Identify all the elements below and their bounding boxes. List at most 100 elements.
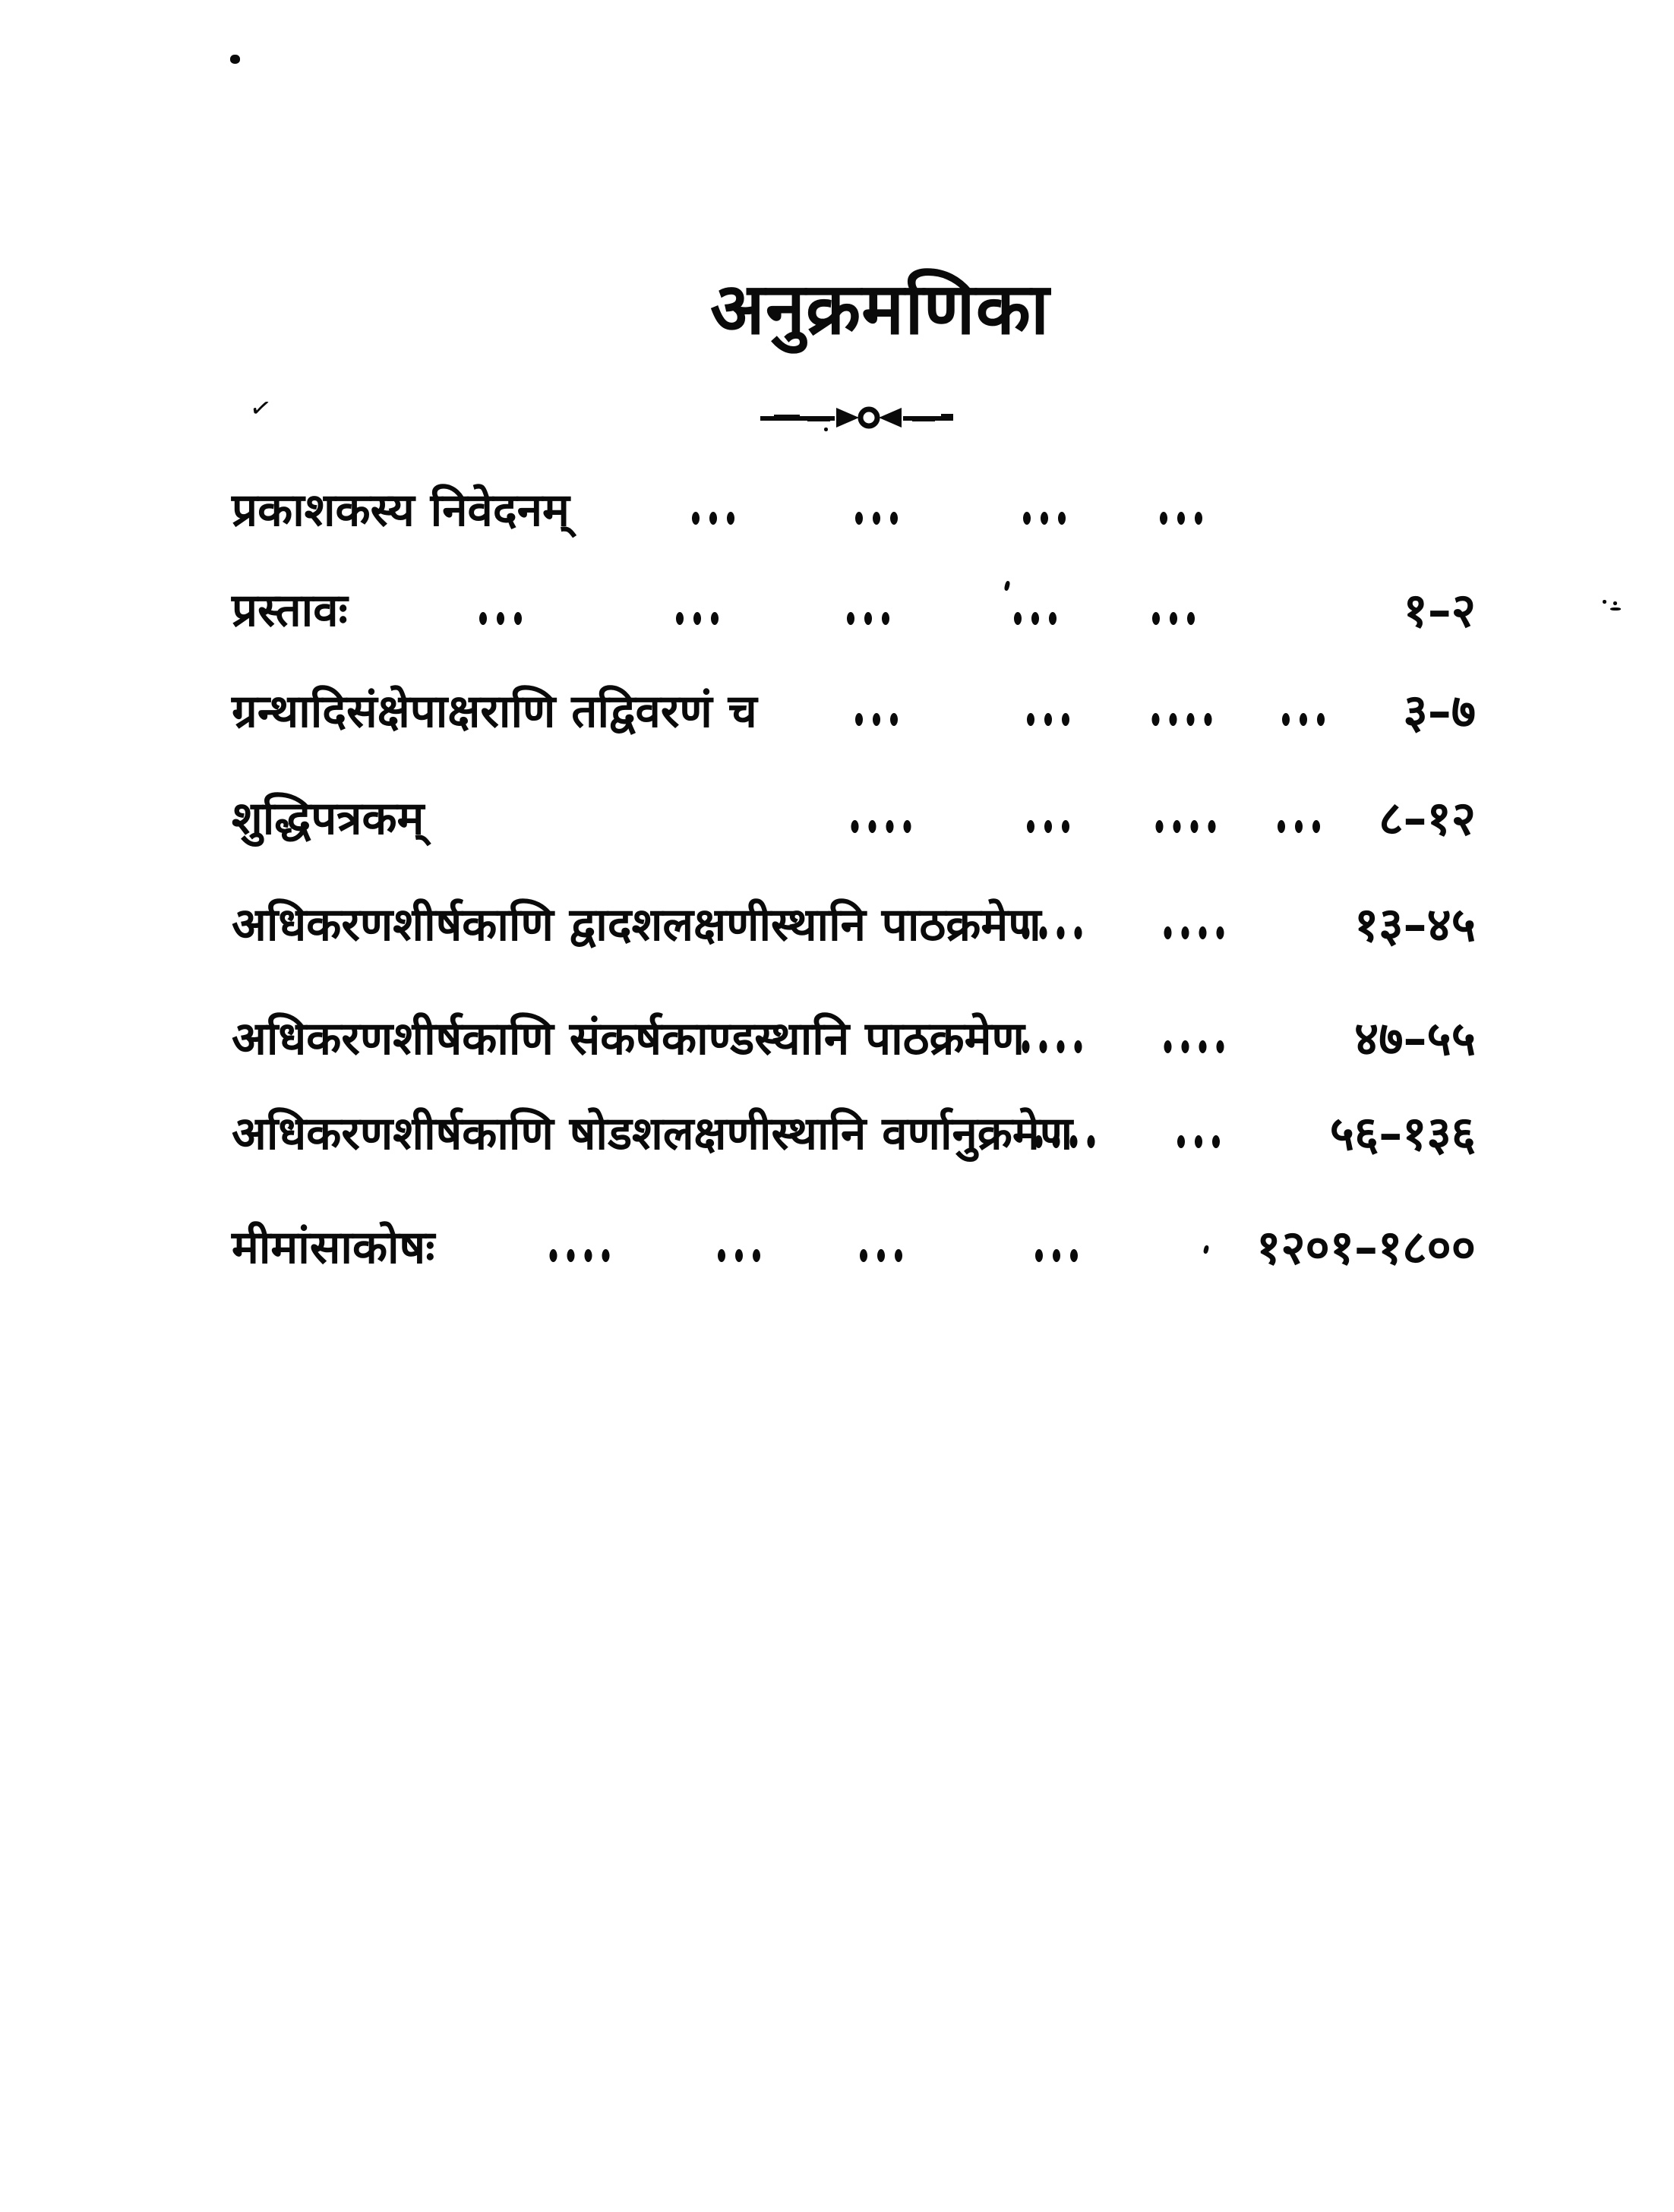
toc-entry-label: मीमांसाकोषः	[232, 1221, 435, 1274]
leader-dot	[1212, 1135, 1220, 1148]
leader-dot	[549, 1249, 557, 1262]
leader-dot	[1023, 512, 1031, 525]
leader-dots	[479, 612, 522, 625]
leader-dot	[864, 612, 872, 625]
toc-entry-page-range: ८–१२	[1379, 790, 1476, 846]
leader-dot	[709, 512, 717, 525]
leader-dot	[882, 612, 889, 625]
toc-row: शुद्धिपत्रकम् ८–१२	[0, 787, 1674, 874]
leader-dot	[868, 820, 876, 833]
leader-dot	[1031, 612, 1039, 625]
leader-dot	[692, 512, 700, 525]
leader-dot	[1152, 612, 1160, 625]
leader-dot	[1039, 926, 1047, 939]
leader-dot	[1186, 713, 1195, 726]
leader-dot	[1069, 1135, 1078, 1148]
leader-dots	[1278, 820, 1320, 833]
leader-dot	[1199, 926, 1207, 939]
leader-dot	[873, 713, 880, 726]
leader-dot	[1062, 713, 1069, 726]
leader-dot	[1044, 713, 1052, 726]
leader-dot	[514, 612, 522, 625]
leader-dot	[1181, 926, 1189, 939]
toc-entry-page-range: ३–७	[1403, 683, 1476, 739]
leader-dots	[1034, 1135, 1095, 1148]
leader-dots	[1151, 713, 1212, 726]
leader-dot	[903, 820, 911, 833]
leader-dot	[1216, 926, 1224, 939]
toc-row: मीमांसाकोषः १२०१–१८००	[0, 1216, 1674, 1303]
leader-dot	[735, 1249, 743, 1262]
leader-dot	[1052, 1135, 1060, 1148]
leader-dot	[855, 713, 863, 726]
leader-dot	[676, 612, 684, 625]
leader-dot	[1317, 713, 1325, 726]
leader-dots	[1155, 820, 1216, 833]
leader-dot	[877, 1249, 885, 1262]
toc-row: प्रकाशकस्य निवेदनम्	[0, 478, 1674, 566]
leader-dot	[860, 1249, 867, 1262]
title-divider-ornament	[760, 406, 953, 429]
toc-row: अधिकरणशीर्षकाणि द्वादशलक्षणीस्थानि पाठक्…	[0, 893, 1674, 980]
leader-dot	[851, 820, 859, 833]
leader-dot	[1282, 713, 1290, 726]
ink-speck-mark	[1613, 601, 1617, 605]
leader-dot	[497, 612, 504, 625]
leader-dot	[855, 512, 863, 525]
leader-dot	[873, 512, 880, 525]
leader-dots	[1160, 512, 1202, 525]
leader-dots	[851, 820, 911, 833]
leader-dots	[718, 1249, 760, 1262]
leader-dot	[727, 512, 734, 525]
leader-dots	[855, 512, 898, 525]
leader-dot	[1164, 926, 1172, 939]
leader-dots	[860, 1249, 902, 1262]
leader-dots	[1022, 926, 1082, 939]
leader-dots	[1152, 612, 1195, 625]
leader-dot	[1151, 713, 1160, 726]
leader-dots	[1022, 1040, 1082, 1053]
toc-row: अधिकरणशीर्षकाणि षोडशलक्षणीस्थानि वर्णानु…	[0, 1102, 1674, 1189]
leader-dot	[1169, 713, 1177, 726]
leader-dots	[847, 612, 889, 625]
ink-speck-mark	[824, 428, 828, 431]
toc-row: ग्रन्थादिसंक्षेपाक्षराणि तद्विवरणं च ३–७	[0, 680, 1674, 767]
leader-dot	[1312, 820, 1320, 833]
leader-dot	[718, 1249, 725, 1262]
leader-dot	[1087, 1135, 1095, 1148]
toc-entry-page-range: १३–४५	[1354, 897, 1476, 952]
leader-dot	[1070, 1249, 1078, 1262]
leader-dot	[1295, 820, 1303, 833]
leader-dot	[886, 820, 894, 833]
leader-dot	[1187, 612, 1195, 625]
leader-dots	[692, 512, 734, 525]
leader-dot	[1155, 820, 1164, 833]
toc-entry-label: प्रकाशकस्य निवेदनम्	[232, 484, 570, 537]
leader-dots	[1177, 1135, 1220, 1148]
leader-dots	[1164, 1040, 1224, 1053]
leader-dot	[1177, 1135, 1185, 1148]
leader-dot	[1160, 512, 1167, 525]
leader-dot	[1062, 820, 1069, 833]
leader-dot	[602, 1249, 610, 1262]
leader-dot	[1173, 820, 1181, 833]
toc-entry-page-range: ५६–१३६	[1329, 1106, 1476, 1161]
leader-dots	[1027, 820, 1069, 833]
ink-speck-mark	[230, 55, 240, 64]
toc-entry-label: प्रस्तावः	[232, 584, 348, 637]
leader-dot	[1053, 1249, 1060, 1262]
leader-dots	[1014, 612, 1057, 625]
leader-dot	[1014, 612, 1022, 625]
leader-dots	[549, 1249, 610, 1262]
leader-dot	[1057, 926, 1065, 939]
leader-dot	[1057, 1040, 1065, 1053]
leader-dots	[1035, 1249, 1078, 1262]
leader-dot	[1278, 820, 1285, 833]
leader-dots	[1282, 713, 1325, 726]
leader-dots	[855, 713, 898, 726]
leader-dots	[1164, 926, 1224, 939]
toc-entry-page-range: ४७–५५	[1354, 1011, 1476, 1066]
leader-dots	[1027, 713, 1069, 726]
leader-dot	[1044, 820, 1052, 833]
leader-dots	[676, 612, 719, 625]
